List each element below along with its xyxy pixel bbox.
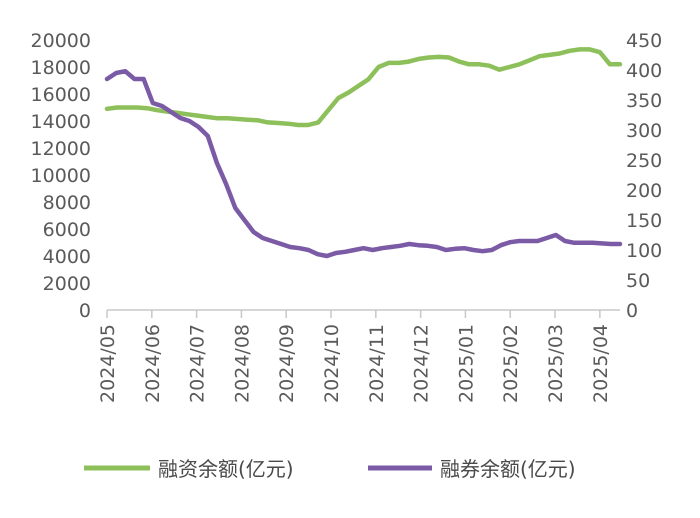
y-left-tick-label: 14000 — [31, 111, 91, 133]
y-right-tick-label: 300 — [626, 120, 662, 142]
right-axis-ticks: 0 50 100 150 200 250 300 350 400 450 — [626, 30, 662, 322]
left-axis-ticks: 0 2000 4000 6000 8000 10000 12000 14000 16000 180… — [31, 30, 91, 322]
y-right-tick-label: 250 — [626, 150, 662, 172]
y-right-tick-label: 200 — [626, 180, 662, 202]
x-tick-label: 2025/02 — [500, 324, 522, 403]
x-tick-label: 2024/05 — [97, 324, 119, 403]
legend-label: 融资余额(亿元) — [158, 457, 294, 481]
x-tick-label: 2024/07 — [187, 324, 209, 403]
y-right-tick-label: 50 — [626, 270, 650, 292]
y-left-tick-label: 8000 — [43, 192, 91, 214]
x-tick-label: 2025/03 — [545, 324, 567, 403]
x-tick-label: 2024/09 — [276, 324, 298, 403]
y-left-tick-label: 20000 — [31, 30, 91, 52]
y-right-tick-label: 400 — [626, 60, 662, 82]
x-tick-label: 2024/10 — [321, 324, 343, 403]
x-tick-label: 2025/01 — [455, 324, 477, 403]
x-tick-label: 2025/04 — [590, 324, 612, 403]
series-line-financing — [104, 47, 623, 128]
y-left-tick-label: 18000 — [31, 57, 91, 79]
y-left-tick-label: 6000 — [43, 219, 91, 241]
y-left-tick-label: 12000 — [31, 138, 91, 160]
y-left-tick-label: 4000 — [43, 246, 91, 268]
y-right-tick-label: 150 — [626, 210, 662, 232]
legend-label: 融券余额(亿元) — [440, 457, 576, 481]
y-left-tick-label: 2000 — [43, 273, 91, 295]
series-line-securities-lending — [104, 68, 623, 259]
y-right-tick-label: 0 — [626, 300, 638, 322]
x-tick-label: 2024/11 — [366, 324, 388, 403]
y-left-tick-label: 16000 — [31, 84, 91, 106]
y-left-tick-label: 10000 — [31, 165, 91, 187]
y-left-tick-label: 0 — [79, 300, 91, 322]
x-axis-ticks: 2024/05 2024/06 2024/07 2024/08 2024/09 2024/… — [97, 310, 612, 403]
y-right-tick-label: 350 — [626, 90, 662, 112]
series-group — [104, 47, 623, 259]
x-tick-label: 2024/06 — [142, 324, 164, 403]
y-right-tick-label: 450 — [626, 30, 662, 52]
x-tick-label: 2024/08 — [231, 324, 253, 403]
y-right-tick-label: 100 — [626, 240, 662, 262]
x-tick-label: 2024/12 — [411, 324, 433, 403]
legend: 融资余额(亿元) 融券余额(亿元) — [84, 457, 576, 481]
